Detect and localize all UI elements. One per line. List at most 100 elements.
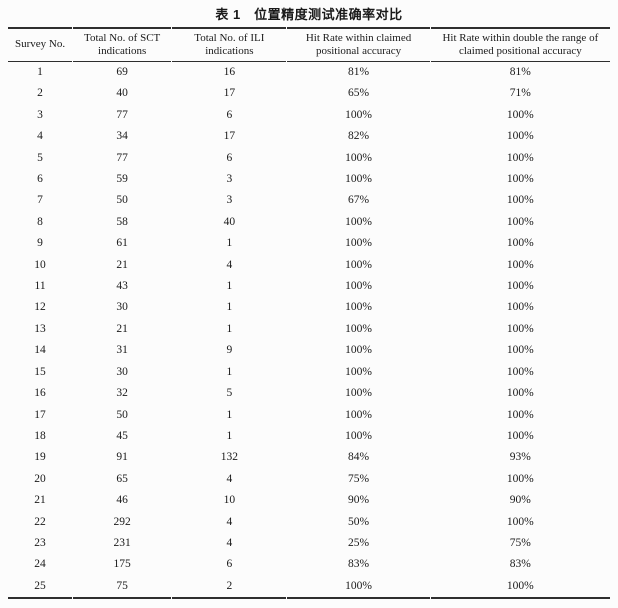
column-header-hit-rate-claimed: Hit Rate within claimed positional accur… bbox=[287, 27, 430, 62]
table-row: 24 175 6 83% 83% bbox=[8, 554, 610, 575]
table-cell: 231 bbox=[113, 536, 131, 549]
table-cell: 100% bbox=[345, 301, 372, 314]
table-cell: 75% bbox=[348, 472, 370, 485]
table-cell: 100% bbox=[345, 322, 372, 335]
table-cell: 25% bbox=[348, 536, 370, 549]
table-cell: 1 bbox=[226, 322, 233, 335]
table-row: 9 61 1 100% 100% bbox=[8, 233, 610, 254]
table-cell: 50 bbox=[116, 408, 128, 421]
table-cell: 5 bbox=[226, 387, 233, 400]
table-cell: 100% bbox=[345, 215, 372, 228]
table-cell: 7 bbox=[37, 194, 43, 207]
table-cell: 100% bbox=[506, 301, 534, 314]
table-row: 19 91 132 84% 93% bbox=[8, 447, 610, 468]
table-cell: 100% bbox=[345, 108, 372, 121]
table-cell: 65 bbox=[116, 472, 128, 485]
table-cell: 2 bbox=[172, 576, 287, 600]
table-cell: 100% bbox=[506, 237, 534, 250]
table-cell: 4 bbox=[226, 536, 233, 549]
table-cell: 100% bbox=[287, 576, 430, 600]
table-cell: 83% bbox=[509, 558, 531, 571]
table-cell: 84% bbox=[348, 451, 370, 464]
table-cell: 100% bbox=[345, 258, 372, 271]
column-header-hit-rate-double: Hit Rate within double the range of clai… bbox=[430, 27, 610, 62]
table-cell: 6 bbox=[226, 151, 233, 164]
table-row: 18 45 1 100% 100% bbox=[8, 426, 610, 447]
table-row: 20 65 4 75% 100% bbox=[8, 469, 610, 490]
table-cell: 100% bbox=[506, 215, 534, 228]
table-cell: 132 bbox=[220, 451, 238, 464]
table-cell: 4 bbox=[37, 130, 43, 143]
table-cell: 100% bbox=[506, 322, 534, 335]
table-cell: 58 bbox=[116, 215, 128, 228]
table-row: 1 69 16 81% 81% bbox=[8, 62, 610, 83]
table-cell: 46 bbox=[116, 494, 128, 507]
table-cell: 6 bbox=[37, 173, 43, 186]
table-cell: 1 bbox=[226, 365, 233, 378]
table-cell: 16 bbox=[34, 387, 46, 400]
table-cell: 21 bbox=[116, 258, 128, 271]
table-row: 10 21 4 100% 100% bbox=[8, 255, 610, 276]
table-cell: 40 bbox=[116, 87, 128, 100]
table-cell: 100% bbox=[345, 173, 372, 186]
table-cell: 9 bbox=[226, 344, 233, 357]
table-cell: 11 bbox=[34, 280, 46, 293]
column-header-ili-indications: Total No. of ILI indications bbox=[172, 27, 287, 62]
table-row: 17 50 1 100% 100% bbox=[8, 405, 610, 426]
table-cell: 83% bbox=[348, 558, 370, 571]
table-cell: 14 bbox=[34, 344, 46, 357]
table-cell: 6 bbox=[226, 108, 233, 121]
table-cell: 13 bbox=[34, 322, 46, 335]
table-cell: 100% bbox=[430, 576, 610, 600]
table-row: 7 50 3 67% 100% bbox=[8, 190, 610, 211]
table-row: 16 32 5 100% 100% bbox=[8, 383, 610, 404]
table-cell: 19 bbox=[34, 451, 46, 464]
table-cell: 31 bbox=[116, 344, 128, 357]
table-cell: 3 bbox=[37, 108, 43, 121]
table-cell: 100% bbox=[506, 173, 534, 186]
table-cell: 12 bbox=[34, 301, 46, 314]
table-cell: 6 bbox=[226, 558, 233, 571]
table-cell: 100% bbox=[506, 108, 534, 121]
table-cell: 5 bbox=[37, 151, 43, 164]
table-cell: 16 bbox=[223, 66, 236, 78]
table-caption: 表 1 位置精度测试准确率对比 bbox=[215, 7, 403, 22]
table-cell: 50% bbox=[348, 515, 370, 528]
table-cell: 40 bbox=[223, 215, 236, 228]
table-cell: 59 bbox=[116, 173, 128, 186]
table-row: 22 292 4 50% 100% bbox=[8, 512, 610, 533]
table-cell: 100% bbox=[506, 408, 534, 421]
table-row: 14 31 9 100% 100% bbox=[8, 340, 610, 361]
table-cell: 17 bbox=[223, 87, 236, 100]
table-row: 23 231 4 25% 75% bbox=[8, 533, 610, 554]
table-cell: 67% bbox=[348, 194, 370, 207]
table-row: 21 46 10 90% 90% bbox=[8, 490, 610, 511]
table-cell: 25 bbox=[8, 576, 73, 600]
table-cell: 1 bbox=[37, 66, 43, 78]
table-row: 8 58 40 100% 100% bbox=[8, 212, 610, 233]
table-cell: 4 bbox=[226, 472, 233, 485]
table-cell: 100% bbox=[506, 130, 534, 143]
table-cell: 100% bbox=[345, 151, 372, 164]
table-cell: 81% bbox=[348, 66, 370, 78]
table-cell: 100% bbox=[345, 365, 372, 378]
table-cell: 100% bbox=[506, 344, 534, 357]
table-cell: 93% bbox=[509, 451, 531, 464]
table-cell: 90% bbox=[348, 494, 370, 507]
table-cell: 17 bbox=[34, 408, 46, 421]
table-cell: 8 bbox=[37, 215, 43, 228]
table-row: 13 21 1 100% 100% bbox=[8, 319, 610, 340]
table-cell: 82% bbox=[348, 130, 370, 143]
table-body: 1 69 16 81% 81% 2 40 17 65% 71% 3 77 6 100% 100% 4 34 17 8… bbox=[8, 62, 610, 600]
table-cell: 292 bbox=[113, 515, 131, 528]
table-cell: 22 bbox=[34, 515, 46, 528]
table-cell: 15 bbox=[34, 365, 46, 378]
table-cell: 20 bbox=[34, 472, 46, 485]
table-cell: 10 bbox=[223, 494, 236, 507]
table-cell: 69 bbox=[116, 66, 128, 78]
table-cell: 100% bbox=[506, 515, 534, 528]
table-cell: 100% bbox=[506, 280, 534, 293]
table-cell: 17 bbox=[223, 130, 236, 143]
table-cell: 100% bbox=[506, 365, 534, 378]
